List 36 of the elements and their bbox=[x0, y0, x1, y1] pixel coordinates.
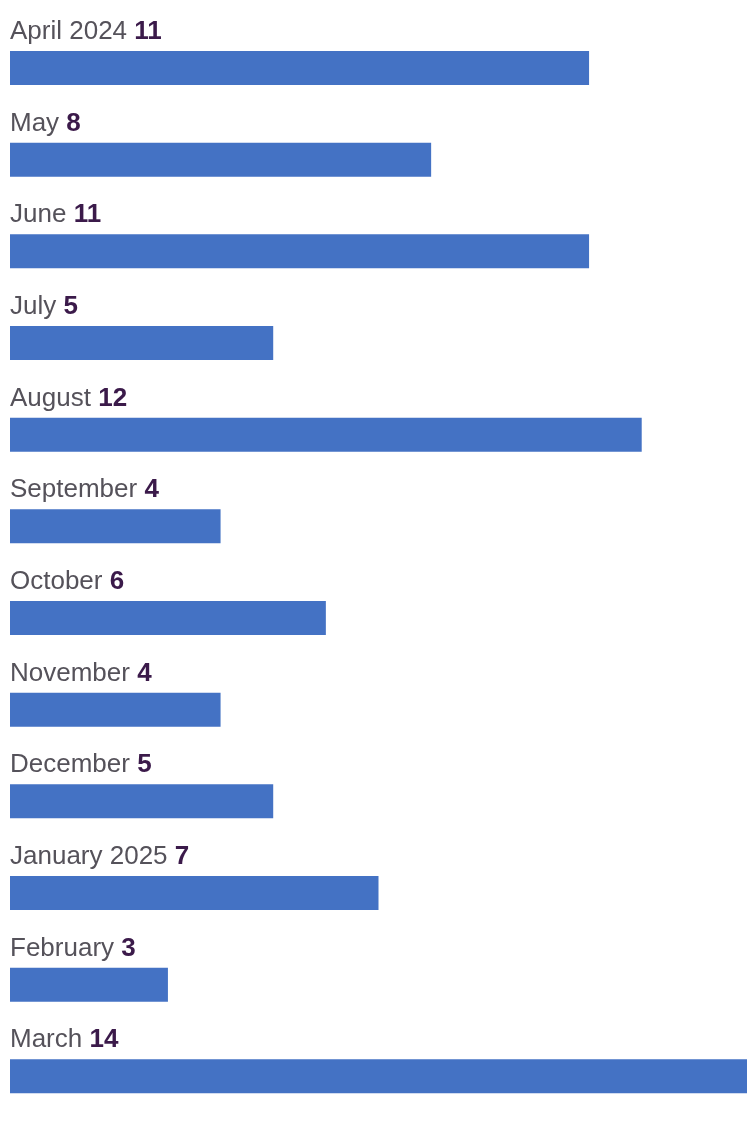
bar bbox=[10, 692, 221, 727]
bar bbox=[10, 1059, 747, 1094]
data-label: 6 bbox=[109, 565, 125, 595]
bar bbox=[10, 601, 326, 635]
y-tick-label: November bbox=[10, 656, 138, 687]
y-tick-label: October bbox=[10, 565, 110, 595]
data-label: 12 bbox=[98, 381, 128, 412]
bar bbox=[10, 509, 221, 544]
bar bbox=[10, 51, 590, 85]
bar bbox=[10, 784, 274, 819]
bar bbox=[10, 967, 168, 1002]
bar bbox=[10, 417, 642, 452]
bar bbox=[10, 876, 379, 910]
bar bbox=[10, 234, 590, 269]
y-tick-label: December bbox=[10, 748, 138, 779]
y-tick-label: July bbox=[10, 290, 64, 320]
y-tick-label: January 2025 bbox=[10, 840, 175, 870]
data-label: 4 bbox=[144, 473, 160, 504]
data-label: 14 bbox=[89, 1023, 119, 1054]
data-label: 11 bbox=[134, 15, 162, 45]
bar bbox=[10, 326, 274, 360]
data-label: 3 bbox=[121, 931, 136, 962]
y-tick-label: May bbox=[10, 106, 67, 137]
data-label: 5 bbox=[137, 748, 152, 779]
bar bbox=[10, 142, 432, 177]
y-tick-label: June bbox=[10, 198, 74, 229]
y-tick-label: April 2024 bbox=[10, 15, 135, 45]
y-tick-label: September bbox=[10, 473, 145, 504]
y-tick-label: August bbox=[10, 381, 99, 412]
data-label: 7 bbox=[174, 840, 190, 870]
data-label: 5 bbox=[63, 290, 78, 320]
y-tick-label: March bbox=[10, 1023, 90, 1054]
data-label: 8 bbox=[66, 106, 81, 137]
data-label: 11 bbox=[73, 198, 102, 229]
data-label: 4 bbox=[137, 656, 153, 687]
y-tick-label: February bbox=[10, 931, 122, 962]
